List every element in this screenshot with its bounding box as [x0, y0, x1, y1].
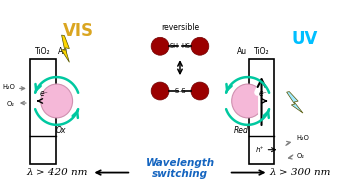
Text: TiO₂: TiO₂ [254, 47, 269, 56]
Text: Au: Au [58, 47, 68, 56]
Text: Ox: Ox [55, 126, 66, 135]
Text: e⁻: e⁻ [259, 89, 268, 98]
Bar [30, 59, 56, 164]
Text: Red: Red [234, 126, 249, 135]
Text: λ > 420 nm: λ > 420 nm [26, 168, 87, 177]
Text: S–S: S–S [174, 88, 186, 94]
Polygon shape [287, 92, 303, 113]
Text: H₂O: H₂O [296, 135, 309, 141]
Text: reversible: reversible [161, 23, 199, 32]
Text: λ > 300 nm: λ > 300 nm [270, 168, 331, 177]
Text: O₂: O₂ [7, 101, 15, 107]
Circle shape [191, 82, 209, 100]
Bar [248, 59, 275, 164]
Text: UV: UV [291, 30, 318, 48]
Text: e⁻: e⁻ [39, 89, 48, 98]
Text: H₂O: H₂O [2, 84, 15, 90]
Circle shape [151, 82, 169, 100]
Circle shape [151, 37, 169, 55]
Circle shape [191, 37, 209, 55]
Text: HS: HS [182, 43, 190, 49]
Text: h⁺: h⁺ [255, 147, 264, 153]
Text: Au: Au [237, 47, 247, 56]
Ellipse shape [232, 84, 263, 118]
Ellipse shape [41, 84, 73, 118]
Polygon shape [61, 35, 69, 62]
Text: SH: SH [170, 43, 179, 49]
Text: Wavelength
switching: Wavelength switching [145, 158, 214, 179]
Text: O₂: O₂ [296, 153, 304, 159]
Text: TiO₂: TiO₂ [35, 47, 50, 56]
Text: VIS: VIS [63, 22, 94, 40]
